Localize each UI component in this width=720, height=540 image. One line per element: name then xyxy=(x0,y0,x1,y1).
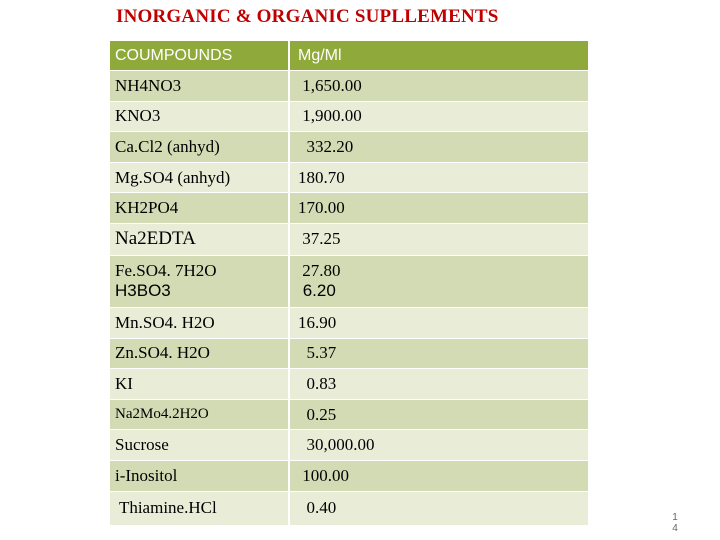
value-cell: 0.40 xyxy=(290,491,588,525)
value-cell: 5.37 xyxy=(290,338,588,369)
compound-cell: Na2Mo4.2H2O xyxy=(110,399,288,430)
table-header-row: COUMPOUNDS Mg/Ml xyxy=(110,41,588,71)
table-row: Fe.SO4. 7H2O H3BO3 27.80 6.20 xyxy=(110,255,588,308)
value-cell: 27.80 6.20 xyxy=(290,255,588,307)
table-row: Na2EDTA 37.25 xyxy=(110,223,588,256)
compound-cell: NH4NO3 xyxy=(110,71,288,101)
value-line: 6.20 xyxy=(298,281,336,301)
table-row: Mg.SO4 (anhyd) 180.70 xyxy=(110,162,588,194)
value-cell: 0.25 xyxy=(290,399,588,430)
value-cell: 16.90 xyxy=(290,307,588,338)
compound-cell: Na2EDTA xyxy=(110,223,288,255)
table-row: KH2PO4 170.00 xyxy=(110,193,588,224)
table-row: Thiamine.HCl 0.40 xyxy=(110,491,588,526)
supplements-table: COUMPOUNDS Mg/Ml NH4NO3 1,650.00 KNO3 1,… xyxy=(110,41,588,526)
slide-number-digit: 1 xyxy=(672,512,678,523)
value-cell: 170.00 xyxy=(290,193,588,223)
compound-cell: KNO3 xyxy=(110,101,288,132)
value-cell: 180.70 xyxy=(290,162,588,193)
header-compounds: COUMPOUNDS xyxy=(110,41,288,70)
value-cell: 332.20 xyxy=(290,132,588,162)
table-row: Zn.SO4. H2O 5.37 xyxy=(110,338,588,370)
compound-cell: i-Inositol xyxy=(110,460,288,491)
table-row: Mn.SO4. H2O 16.90 xyxy=(110,307,588,339)
table-row: Sucrose 30,000.00 xyxy=(110,430,588,461)
value-cell: 1,900.00 xyxy=(290,101,588,132)
value-cell: 37.25 xyxy=(290,223,588,255)
value-cell: 30,000.00 xyxy=(290,430,588,460)
compound-cell: KH2PO4 xyxy=(110,193,288,223)
table-row: i-Inositol 100.00 xyxy=(110,460,588,492)
compound-cell: Zn.SO4. H2O xyxy=(110,338,288,369)
compound-cell: Sucrose xyxy=(110,430,288,460)
table-row: Ca.Cl2 (anhyd) 332.20 xyxy=(110,132,588,163)
compound-cell: Fe.SO4. 7H2O H3BO3 xyxy=(110,255,288,307)
table-row: NH4NO3 1,650.00 xyxy=(110,71,588,102)
compound-cell: Mn.SO4. H2O xyxy=(110,307,288,338)
slide-number: 1 4 xyxy=(670,512,680,534)
compound-cell: KI xyxy=(110,369,288,399)
value-cell: 100.00 xyxy=(290,460,588,491)
value-cell: 1,650.00 xyxy=(290,71,588,101)
header-concentration: Mg/Ml xyxy=(290,41,588,70)
value-line: 27.80 xyxy=(298,261,341,281)
compound-cell: Ca.Cl2 (anhyd) xyxy=(110,132,288,162)
value-cell: 0.83 xyxy=(290,369,588,399)
compound-line: H3BO3 xyxy=(115,281,171,301)
page-title: INORGANIC & ORGANIC SUPLLEMENTS xyxy=(116,6,499,27)
slide-number-digit: 4 xyxy=(672,523,678,534)
compound-cell: Thiamine.HCl xyxy=(110,491,288,525)
table-row: Na2Mo4.2H2O 0.25 xyxy=(110,399,588,431)
table-row: KI 0.83 xyxy=(110,369,588,400)
compound-cell: Mg.SO4 (anhyd) xyxy=(110,162,288,193)
compound-line: Fe.SO4. 7H2O xyxy=(115,261,217,281)
table-row: KNO3 1,900.00 xyxy=(110,101,588,133)
